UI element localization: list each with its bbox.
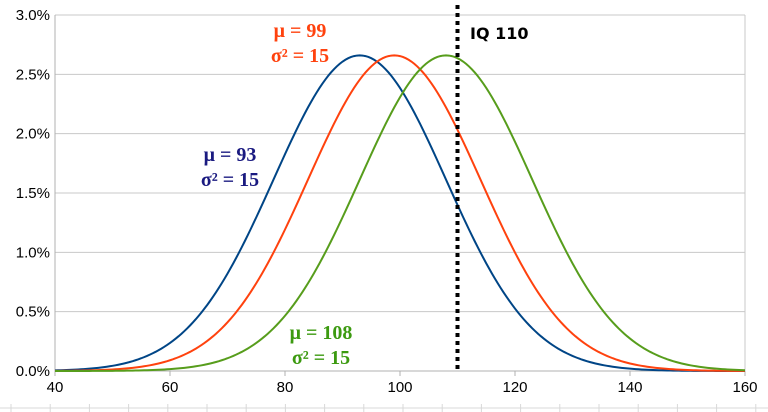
y-tick-label: 2.5% bbox=[16, 66, 50, 83]
x-tick-label: 100 bbox=[387, 379, 412, 396]
y-tick-label: 3.0% bbox=[16, 7, 50, 24]
y-tick-label: 0.0% bbox=[16, 363, 50, 380]
x-tick-label: 160 bbox=[732, 379, 757, 396]
y-tick-label: 1.5% bbox=[16, 185, 50, 202]
x-tick-label: 60 bbox=[162, 379, 179, 396]
label-mu93-mean: μ = 93 bbox=[204, 144, 257, 166]
y-tick-label: 2.0% bbox=[16, 126, 50, 143]
bottom-ruler bbox=[0, 404, 768, 412]
label-mu93-variance: σ² = 15 bbox=[201, 169, 259, 191]
label-mu108-mean: μ = 108 bbox=[290, 322, 353, 344]
x-tick-label: 140 bbox=[617, 379, 642, 396]
curve-mu93 bbox=[54, 54, 746, 372]
label-mu108-variance: σ² = 15 bbox=[292, 347, 350, 369]
y-tick-label: 0.5% bbox=[16, 304, 50, 321]
x-tick-label: 80 bbox=[277, 379, 294, 396]
curve-mu99 bbox=[54, 54, 746, 372]
y-tick-label: 1.0% bbox=[16, 244, 50, 261]
curve-mu108 bbox=[55, 54, 746, 372]
label-mu99-mean: μ = 99 bbox=[274, 20, 327, 42]
x-tick-label: 40 bbox=[47, 379, 64, 396]
iq-110-label: IQ 110 bbox=[470, 24, 529, 43]
label-mu99-variance: σ² = 15 bbox=[271, 45, 329, 67]
x-tick-label: 120 bbox=[502, 379, 527, 396]
